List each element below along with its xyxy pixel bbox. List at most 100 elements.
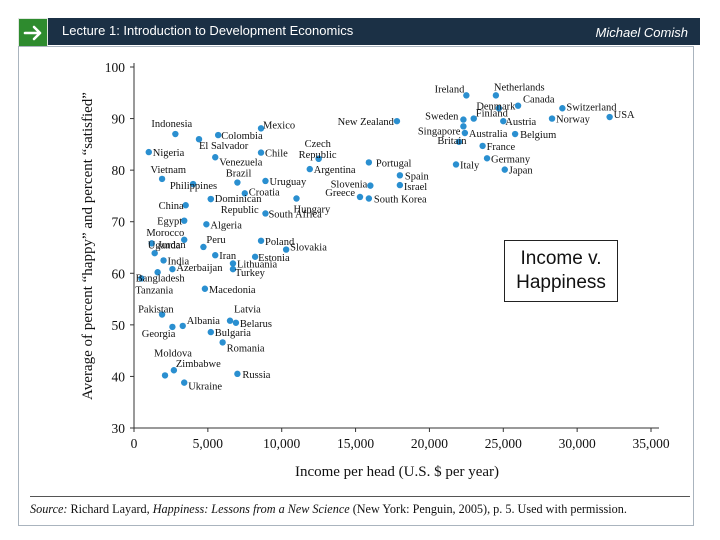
data-point xyxy=(182,202,189,209)
point-label: Brazil xyxy=(226,169,252,180)
data-point xyxy=(195,136,203,143)
point-label: Algeria xyxy=(210,220,242,231)
point-label: Azerbaijan xyxy=(176,263,223,274)
lecture-title: Lecture 1: Introduction to Development E… xyxy=(62,23,354,38)
x-tick-label: 25,000 xyxy=(485,436,522,451)
point-label: Sweden xyxy=(425,112,459,123)
data-point xyxy=(214,131,222,139)
data-point xyxy=(548,115,556,122)
chart-points xyxy=(138,92,613,386)
point-label: Ireland xyxy=(435,84,465,95)
point-label: Tanzania xyxy=(135,285,173,296)
data-point xyxy=(470,115,477,122)
data-point xyxy=(181,379,188,386)
point-label: Colombia xyxy=(221,131,263,142)
point-label: South Africa xyxy=(268,209,322,220)
source-publisher: (New York: Penguin, 2005), p. 5. Used wi… xyxy=(352,502,627,516)
point-label: Spain xyxy=(405,171,430,182)
point-label: Belgium xyxy=(520,130,556,141)
data-point xyxy=(241,190,248,197)
point-label: Moldova xyxy=(154,348,192,359)
point-label: New Zealand xyxy=(338,117,395,128)
point-label: Finland xyxy=(476,109,509,120)
callout-line-2: Happiness xyxy=(516,272,606,293)
data-point xyxy=(461,129,469,137)
point-label: Iran xyxy=(219,251,237,262)
y-tick-label: 40 xyxy=(112,369,126,384)
point-label: Ukraine xyxy=(188,382,222,393)
data-point xyxy=(189,180,197,188)
point-label: Georgia xyxy=(142,329,176,340)
data-point xyxy=(207,195,215,203)
data-point xyxy=(257,125,265,132)
point-label: Australia xyxy=(469,129,508,140)
data-point xyxy=(367,182,374,189)
callout-line-1: Income v. xyxy=(520,248,602,269)
point-label: Russia xyxy=(242,370,270,381)
data-point xyxy=(306,165,313,173)
point-label: Egypt xyxy=(157,217,182,228)
x-tick-label: 5,000 xyxy=(193,436,224,451)
point-label: Hungary xyxy=(293,205,330,216)
point-label: Israel xyxy=(404,182,427,193)
chart-axes: 30 40 50 60 70 80 90 100 0 5,000 10,000 15,000 20,00… xyxy=(105,60,670,451)
data-point xyxy=(365,195,373,202)
data-point xyxy=(232,319,240,326)
point-label: Switzerland xyxy=(566,102,617,113)
data-point xyxy=(356,193,364,201)
point-label: South Korea xyxy=(374,195,427,206)
data-point xyxy=(229,265,237,273)
point-label: Albania xyxy=(187,316,221,327)
point-label: Pakistan xyxy=(138,305,174,316)
point-label: China xyxy=(159,201,184,212)
header-band xyxy=(48,18,700,45)
point-label: Japan xyxy=(509,166,534,177)
data-point xyxy=(170,367,178,374)
data-point xyxy=(169,265,176,273)
point-label: Britain xyxy=(437,136,467,147)
point-label: Jordan xyxy=(158,240,187,251)
data-point xyxy=(396,172,404,179)
point-label: Estonia xyxy=(258,253,290,264)
data-point xyxy=(455,138,463,145)
point-label: Austria xyxy=(505,117,536,128)
data-point xyxy=(148,240,155,247)
data-point xyxy=(226,317,234,324)
data-point xyxy=(257,237,265,244)
data-point xyxy=(559,105,566,112)
data-point xyxy=(207,328,215,336)
point-label: Netherlands xyxy=(494,82,545,93)
x-tick-label: 20,000 xyxy=(411,436,448,451)
data-point xyxy=(511,130,519,138)
data-point xyxy=(460,116,467,123)
data-point xyxy=(393,117,401,125)
y-tick-label: 90 xyxy=(112,112,126,127)
point-label: Canada xyxy=(523,95,555,106)
point-label: El Salvador xyxy=(199,141,249,152)
x-axis-label: Income per head (U.S. $ per year) xyxy=(295,464,499,480)
data-point xyxy=(203,221,210,228)
source-label: Source: xyxy=(30,502,68,516)
y-tick-label: 60 xyxy=(112,266,126,281)
y-tick-label: 100 xyxy=(105,60,126,75)
data-point xyxy=(201,285,209,292)
data-point xyxy=(514,102,522,109)
author-name: Michael Comish xyxy=(595,25,688,40)
point-label: Vietnam xyxy=(151,165,187,176)
data-point xyxy=(500,117,507,125)
data-point xyxy=(219,339,226,346)
data-point xyxy=(200,243,207,251)
data-point xyxy=(160,257,167,264)
point-label: Dominican xyxy=(215,194,262,205)
data-point xyxy=(145,148,152,156)
point-label: Republic xyxy=(221,205,259,216)
source-citation: Source: Richard Layard, Happiness: Lesso… xyxy=(30,502,690,517)
point-label: Greece xyxy=(325,188,355,199)
point-label: Zimbabwe xyxy=(176,359,221,370)
x-tick-label: 10,000 xyxy=(263,436,300,451)
x-tick-label: 0 xyxy=(131,436,138,451)
x-tick-label: 35,000 xyxy=(632,436,669,451)
point-label: Morocco xyxy=(146,228,184,239)
point-label: Romania xyxy=(227,343,265,354)
